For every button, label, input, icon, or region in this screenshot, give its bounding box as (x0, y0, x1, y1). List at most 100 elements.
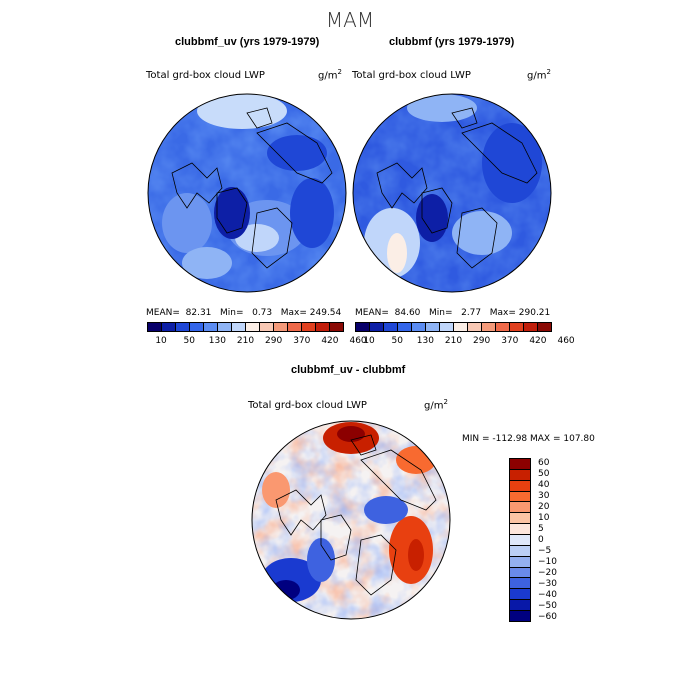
colorbar-tick-label: 460 (557, 336, 575, 346)
colorbar-tick-label: 460 (349, 336, 367, 346)
left-coastline (171, 162, 223, 209)
colorbar-swatch (330, 323, 343, 331)
colorbar-swatch (510, 491, 530, 503)
colorbar-tick-label: 40 (538, 480, 550, 491)
colorbar-swatch (274, 323, 288, 331)
colorbar-tick-label: −30 (538, 578, 557, 589)
colorbar-swatch (190, 323, 204, 331)
colorbar-swatch (176, 323, 190, 331)
right-units-label: g/m2 (527, 68, 551, 82)
left-colorbar-ticks: 10 50 130 210 290 370 420 460 (147, 336, 366, 348)
right-mean-value: 84.60 (394, 308, 421, 318)
diff-colorbar (509, 458, 531, 622)
colorbar-tick-label: 10 (538, 513, 550, 524)
colorbar-swatch (510, 535, 530, 546)
colorbar-swatch (468, 323, 482, 331)
diff-units-label: g/m2 (424, 398, 448, 412)
colorbar-swatch (510, 556, 530, 568)
left-light-region (197, 94, 287, 129)
colorbar-swatch (356, 323, 370, 331)
colorbar-swatch (370, 323, 384, 331)
season-title: MAM (325, 8, 375, 32)
diff-colorbar-ticks: 60 50 40 30 20 10 5 0 −5 −10 −20 −30 −40 −50 −60 (538, 458, 578, 622)
colorbar-swatch (510, 469, 530, 481)
colorbar-swatch (510, 513, 530, 525)
colorbar-tick-label: 50 (538, 469, 550, 480)
right-colorbar (355, 322, 552, 332)
colorbar-tick-label: −40 (538, 589, 557, 600)
left-max-value: 249.54 (309, 308, 342, 318)
right-min-value: 2.77 (461, 308, 482, 318)
colorbar-tick-label: −10 (538, 556, 557, 567)
colorbar-swatch (316, 323, 330, 331)
colorbar-tick-label: 50 (391, 336, 403, 346)
colorbar-tick-label: 210 (236, 336, 255, 346)
diff-panel-title: clubbmf_uv - clubbmf (291, 364, 406, 376)
colorbar-tick-label: 290 (473, 336, 491, 346)
colorbar-swatch (510, 600, 530, 612)
colorbar-swatch (148, 323, 162, 331)
colorbar-swatch (426, 323, 440, 331)
colorbar-tick-label: −5 (538, 545, 552, 556)
colorbar-swatch (538, 323, 551, 331)
colorbar-swatch (510, 578, 530, 590)
colorbar-tick-label: 370 (293, 336, 311, 346)
right-coastline (376, 162, 428, 209)
colorbar-swatch (162, 323, 176, 331)
left-polar-map (147, 93, 347, 293)
colorbar-tick-label: −60 (538, 611, 557, 622)
colorbar-tick-label: 10 (155, 336, 167, 346)
colorbar-swatch (412, 323, 426, 331)
right-stats: MEAN= 84.60 Min= 2.77 Max= 290.21 (355, 308, 551, 318)
colorbar-swatch (510, 524, 530, 536)
colorbar-tick-label: 420 (529, 336, 547, 346)
left-variable-label: Total grd-box cloud LWP (146, 70, 265, 81)
colorbar-tick-label: 30 (538, 491, 550, 502)
right-dark-region (416, 194, 448, 242)
left-colorbar (147, 322, 344, 332)
colorbar-swatch (246, 323, 260, 331)
diff-coastline (275, 489, 327, 536)
colorbar-swatch (218, 323, 232, 331)
colorbar-swatch (454, 323, 468, 331)
right-polar-map (352, 93, 552, 293)
right-colorbar-ticks: 10 50 130 210 290 370 420 460 (355, 336, 574, 348)
left-dark-region (214, 187, 250, 239)
colorbar-tick-label: 10 (363, 336, 375, 346)
colorbar-tick-label: 420 (321, 336, 339, 346)
colorbar-swatch (510, 480, 530, 492)
colorbar-tick-label: 290 (265, 336, 283, 346)
colorbar-tick-label: 370 (501, 336, 519, 346)
right-max-value: 290.21 (518, 308, 551, 318)
colorbar-swatch (302, 323, 316, 331)
right-panel-title: clubbmf (yrs 1979-1979) (389, 36, 515, 48)
right-variable-label: Total grd-box cloud LWP (352, 70, 471, 81)
colorbar-tick-label: 130 (208, 336, 226, 346)
colorbar-tick-label: −20 (538, 567, 557, 578)
colorbar-tick-label: 130 (416, 336, 434, 346)
colorbar-tick-label: 210 (444, 336, 463, 346)
colorbar-tick-label: 50 (183, 336, 195, 346)
colorbar-swatch (510, 589, 530, 601)
colorbar-swatch (398, 323, 412, 331)
colorbar-tick-label: −50 (538, 600, 557, 611)
colorbar-swatch (496, 323, 510, 331)
left-units-label: g/m2 (318, 68, 342, 82)
diff-polar-map (251, 420, 451, 620)
colorbar-swatch (510, 567, 530, 579)
colorbar-swatch (288, 323, 302, 331)
colorbar-swatch (524, 323, 538, 331)
colorbar-tick-label: 0 (538, 535, 544, 545)
left-min-value: 0.73 (252, 308, 273, 318)
colorbar-swatch (204, 323, 218, 331)
colorbar-swatch (384, 323, 398, 331)
colorbar-swatch (510, 459, 530, 470)
colorbar-swatch (260, 323, 274, 331)
colorbar-swatch (482, 323, 496, 331)
colorbar-swatch (510, 323, 524, 331)
colorbar-swatch (510, 502, 530, 514)
colorbar-swatch (440, 323, 454, 331)
colorbar-swatch (232, 323, 246, 331)
diff-variable-label: Total grd-box cloud LWP (248, 400, 367, 411)
colorbar-tick-label: 60 (538, 458, 550, 469)
